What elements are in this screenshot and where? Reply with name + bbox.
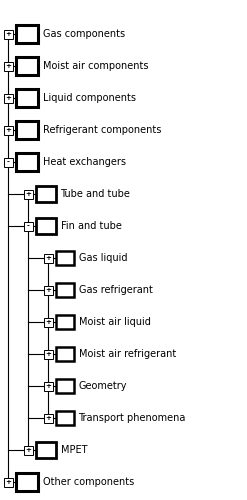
Text: Gas components: Gas components bbox=[42, 29, 125, 39]
Bar bbox=[16, 57, 38, 75]
Bar bbox=[3, 62, 13, 70]
Text: +: + bbox=[45, 415, 51, 421]
Bar bbox=[23, 190, 33, 198]
Bar bbox=[43, 254, 53, 262]
Text: Heat exchangers: Heat exchangers bbox=[42, 157, 125, 167]
Text: Refrigerant components: Refrigerant components bbox=[42, 125, 161, 135]
Text: Moist air components: Moist air components bbox=[42, 61, 148, 71]
Bar bbox=[23, 222, 33, 230]
Bar bbox=[36, 442, 56, 458]
Text: +: + bbox=[25, 447, 31, 453]
Bar bbox=[3, 126, 13, 134]
Bar bbox=[43, 414, 53, 422]
Bar bbox=[56, 251, 74, 265]
Bar bbox=[3, 30, 13, 38]
Bar bbox=[43, 286, 53, 294]
Text: Liquid components: Liquid components bbox=[42, 93, 136, 103]
Text: +: + bbox=[45, 319, 51, 325]
Text: +: + bbox=[45, 287, 51, 293]
Text: +: + bbox=[5, 127, 11, 133]
Bar bbox=[16, 473, 38, 491]
Bar bbox=[16, 121, 38, 139]
Text: Geometry: Geometry bbox=[79, 381, 127, 391]
Bar bbox=[56, 347, 74, 361]
Text: Gas liquid: Gas liquid bbox=[79, 253, 127, 263]
Bar bbox=[43, 382, 53, 390]
Text: +: + bbox=[45, 383, 51, 389]
Text: +: + bbox=[5, 31, 11, 37]
Bar bbox=[56, 411, 74, 425]
Text: +: + bbox=[45, 255, 51, 261]
Text: -: - bbox=[7, 159, 9, 165]
Bar bbox=[16, 25, 38, 43]
Bar bbox=[3, 94, 13, 102]
Bar bbox=[36, 186, 56, 202]
Text: +: + bbox=[25, 191, 31, 197]
Text: +: + bbox=[5, 479, 11, 485]
Bar bbox=[36, 218, 56, 234]
Text: Fin and tube: Fin and tube bbox=[61, 221, 121, 231]
Text: -: - bbox=[27, 223, 29, 229]
Text: +: + bbox=[5, 63, 11, 69]
Bar bbox=[23, 446, 33, 454]
Text: Other components: Other components bbox=[42, 477, 134, 487]
Bar bbox=[56, 315, 74, 329]
Bar bbox=[56, 379, 74, 393]
Text: Moist air refrigerant: Moist air refrigerant bbox=[79, 349, 176, 359]
Bar bbox=[43, 350, 53, 358]
Text: +: + bbox=[5, 95, 11, 101]
Bar bbox=[43, 318, 53, 326]
Bar bbox=[3, 478, 13, 486]
Text: Transport phenomena: Transport phenomena bbox=[79, 413, 186, 423]
Bar bbox=[16, 89, 38, 107]
Text: Gas refrigerant: Gas refrigerant bbox=[79, 285, 152, 295]
Text: Moist air liquid: Moist air liquid bbox=[79, 317, 150, 327]
Bar bbox=[56, 283, 74, 297]
Text: +: + bbox=[45, 351, 51, 357]
Text: MPET: MPET bbox=[61, 445, 87, 455]
Bar bbox=[16, 153, 38, 171]
Text: Tube and tube: Tube and tube bbox=[61, 189, 130, 199]
Bar bbox=[3, 158, 13, 166]
